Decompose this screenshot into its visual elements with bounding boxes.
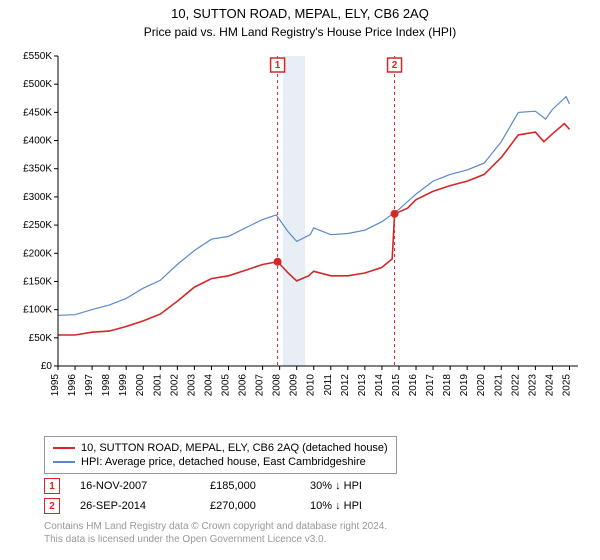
title-address: 10, SUTTON ROAD, MEPAL, ELY, CB6 2AQ: [0, 0, 600, 21]
svg-text:£250K: £250K: [23, 220, 52, 231]
svg-text:£450K: £450K: [23, 107, 52, 118]
svg-text:2005: 2005: [220, 374, 231, 397]
svg-text:2000: 2000: [135, 374, 146, 397]
svg-text:2008: 2008: [272, 374, 283, 397]
legend-row: 10, SUTTON ROAD, MEPAL, ELY, CB6 2AQ (de…: [53, 441, 388, 455]
svg-text:2019: 2019: [459, 374, 470, 397]
svg-text:2009: 2009: [289, 374, 300, 397]
sale-diff: 10% ↓ HPI: [310, 500, 420, 512]
chart-area: £0 £50K £100K £150K £200K £250K £300K £350K £400…: [8, 46, 592, 426]
svg-text:2024: 2024: [544, 374, 555, 397]
svg-text:2001: 2001: [152, 374, 163, 397]
svg-text:2014: 2014: [374, 374, 385, 397]
footer-line1: Contains HM Land Registry data © Crown c…: [44, 520, 387, 533]
svg-text:£500K: £500K: [23, 79, 52, 90]
svg-text:1998: 1998: [101, 374, 112, 397]
svg-text:£400K: £400K: [23, 136, 52, 147]
svg-text:1995: 1995: [50, 374, 61, 397]
sale-diff: 30% ↓ HPI: [310, 480, 420, 492]
sale-price: £185,000: [210, 480, 310, 492]
svg-text:2023: 2023: [527, 374, 538, 397]
svg-text:2022: 2022: [510, 374, 521, 397]
sale-marker: 1: [44, 478, 60, 494]
svg-text:2018: 2018: [442, 374, 453, 397]
svg-text:1999: 1999: [118, 374, 129, 397]
svg-text:1997: 1997: [84, 374, 95, 397]
svg-text:2002: 2002: [169, 374, 180, 397]
svg-text:2020: 2020: [476, 374, 487, 397]
svg-text:2016: 2016: [408, 374, 419, 397]
svg-text:2013: 2013: [357, 374, 368, 397]
footer-attribution: Contains HM Land Registry data © Crown c…: [44, 520, 387, 546]
svg-text:£200K: £200K: [23, 248, 52, 259]
chart-page: 10, SUTTON ROAD, MEPAL, ELY, CB6 2AQ Pri…: [0, 0, 600, 560]
svg-text:2007: 2007: [255, 374, 266, 397]
legend-label: 10, SUTTON ROAD, MEPAL, ELY, CB6 2AQ (de…: [81, 442, 388, 454]
legend: 10, SUTTON ROAD, MEPAL, ELY, CB6 2AQ (de…: [44, 436, 397, 474]
svg-text:2021: 2021: [493, 374, 504, 397]
svg-text:£300K: £300K: [23, 192, 52, 203]
svg-text:£150K: £150K: [23, 276, 52, 287]
svg-text:2025: 2025: [561, 374, 572, 397]
sales-table: 1 16-NOV-2007£185,00030% ↓ HPI 2 26-SEP-201…: [44, 476, 420, 516]
svg-text:1: 1: [275, 60, 281, 71]
sale-date: 16-NOV-2007: [80, 480, 210, 492]
sale-row: 1 16-NOV-2007£185,00030% ↓ HPI: [44, 476, 420, 496]
legend-swatch: [53, 447, 75, 449]
svg-text:£50K: £50K: [29, 333, 53, 344]
sale-row: 2 26-SEP-2014£270,00010% ↓ HPI: [44, 496, 420, 516]
title-subtitle: Price paid vs. HM Land Registry's House …: [0, 21, 600, 39]
legend-label: HPI: Average price, detached house, East…: [81, 456, 366, 468]
legend-swatch: [53, 461, 75, 463]
sale-marker: 2: [44, 498, 60, 514]
svg-text:2006: 2006: [238, 374, 249, 397]
svg-text:£350K: £350K: [23, 164, 52, 175]
svg-text:2: 2: [392, 60, 398, 71]
svg-text:1996: 1996: [67, 374, 78, 397]
svg-text:2010: 2010: [306, 374, 317, 397]
sale-price: £270,000: [210, 500, 310, 512]
svg-text:2015: 2015: [391, 374, 402, 397]
footer-line2: This data is licensed under the Open Gov…: [44, 533, 387, 546]
svg-text:£550K: £550K: [23, 51, 52, 62]
svg-text:2012: 2012: [340, 374, 351, 397]
svg-text:2003: 2003: [186, 374, 197, 397]
legend-row: HPI: Average price, detached house, East…: [53, 455, 388, 469]
svg-text:£100K: £100K: [23, 305, 52, 316]
svg-text:2004: 2004: [203, 374, 214, 397]
line-chart-svg: £0 £50K £100K £150K £200K £250K £300K £350K £400…: [8, 46, 592, 426]
svg-text:2011: 2011: [323, 374, 334, 396]
svg-text:£0: £0: [41, 361, 53, 372]
svg-text:2017: 2017: [425, 374, 436, 397]
sale-date: 26-SEP-2014: [80, 500, 210, 512]
